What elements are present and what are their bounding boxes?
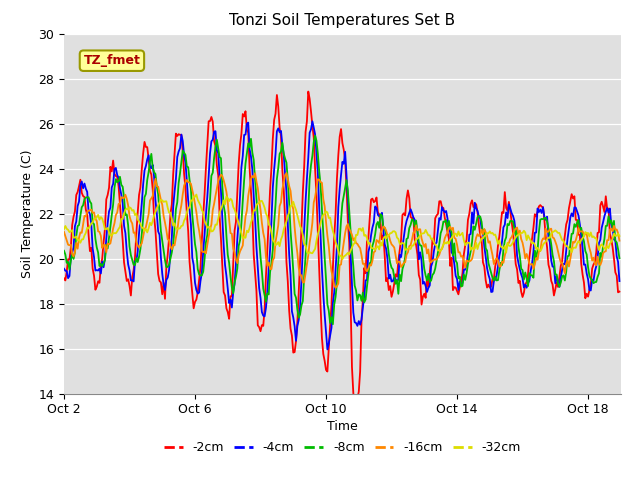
Y-axis label: Soil Temperature (C): Soil Temperature (C): [21, 149, 34, 278]
Title: Tonzi Soil Temperatures Set B: Tonzi Soil Temperatures Set B: [229, 13, 456, 28]
Legend: -2cm, -4cm, -8cm, -16cm, -32cm: -2cm, -4cm, -8cm, -16cm, -32cm: [159, 436, 526, 459]
Text: TZ_fmet: TZ_fmet: [83, 54, 140, 67]
X-axis label: Time: Time: [327, 420, 358, 433]
